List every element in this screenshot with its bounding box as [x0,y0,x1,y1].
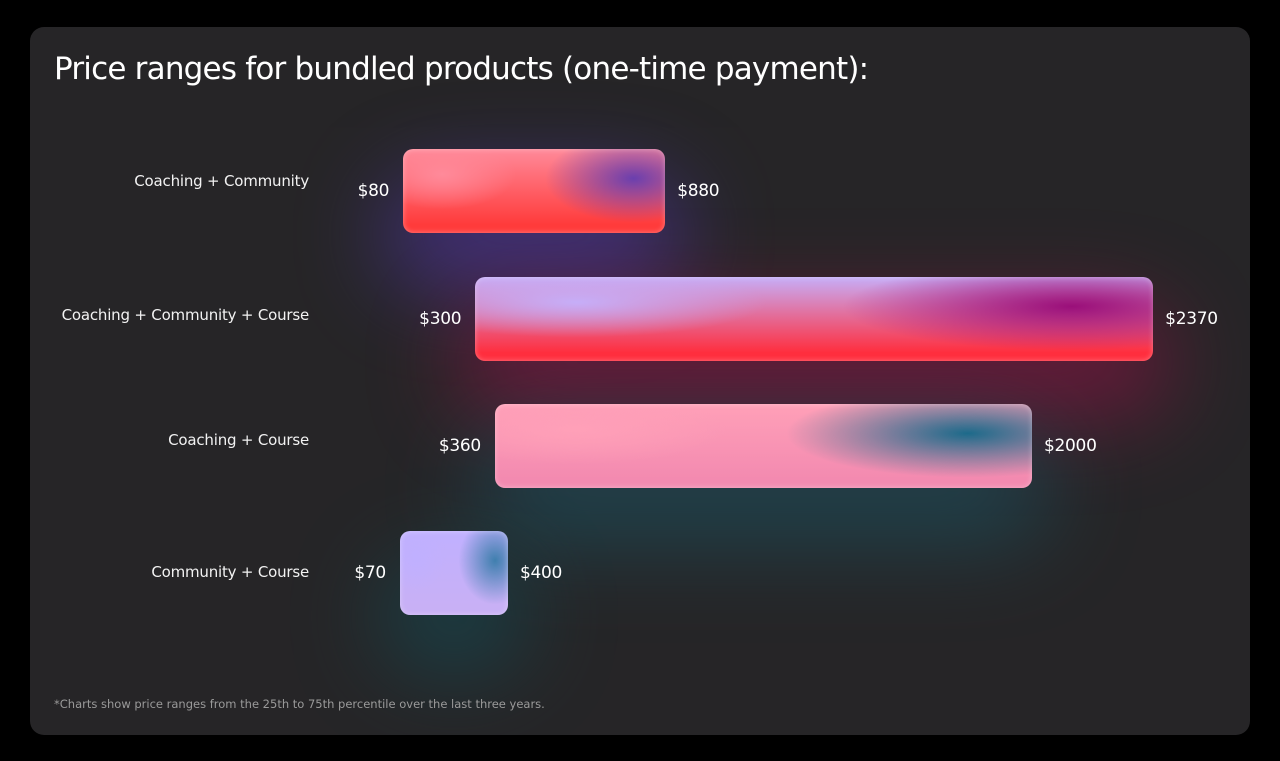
category-label: Coaching + Community + Course [61,306,310,324]
low-value-label: $360 [438,436,481,456]
category-label: Coaching + Community [134,172,309,190]
low-value-label: $70 [354,563,386,583]
high-value-label: $2370 [1165,309,1218,329]
category-label: Coaching + Course [168,431,309,449]
chart-card: Price ranges for bundled products (one-t… [30,27,1250,735]
high-value-label: $400 [520,563,563,583]
footnote: *Charts show price ranges from the 25th … [54,697,545,711]
range-bar [403,149,666,233]
range-bar [475,277,1154,361]
high-value-label: $880 [677,181,720,201]
category-label: Community + Course [151,563,309,581]
high-value-label: $2000 [1044,436,1097,456]
chart-title: Price ranges for bundled products (one-t… [54,51,869,87]
low-value-label: $300 [419,309,462,329]
low-value-label: $80 [357,181,390,201]
range-bar [494,404,1032,488]
range-bar [399,531,508,615]
